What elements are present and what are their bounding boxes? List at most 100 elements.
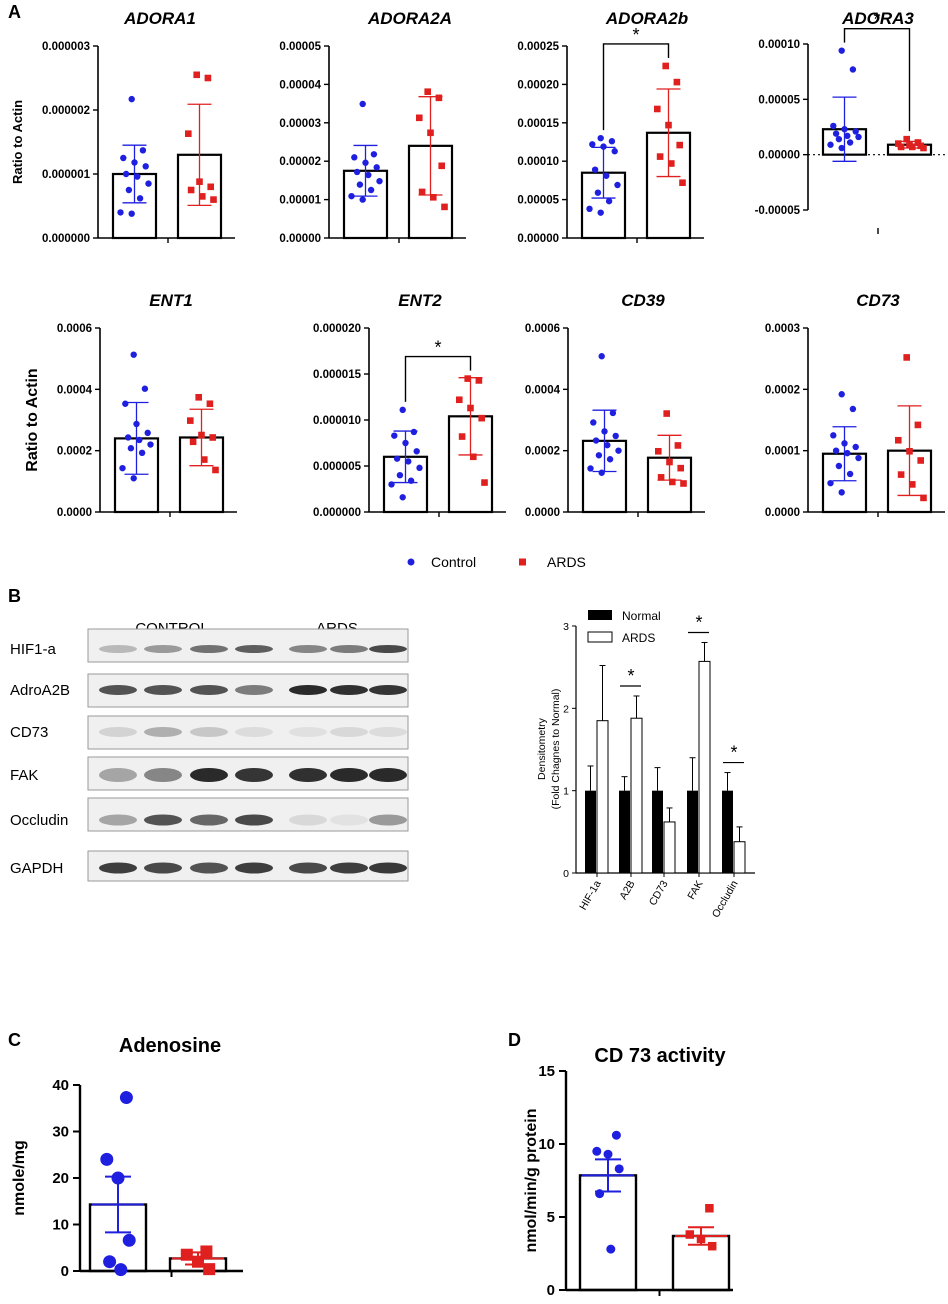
y-tick-label: 0.000000: [313, 507, 361, 519]
data-point-ards: [673, 78, 681, 86]
blot-band: [235, 814, 273, 826]
data-point-control: [614, 181, 621, 189]
data-point-control: [830, 122, 837, 130]
significance-star: *: [695, 612, 702, 632]
data-point-ards: [416, 114, 423, 122]
data-point-ards: [906, 447, 913, 455]
legend-ards-label: ARDS: [547, 554, 586, 570]
data-point-control: [827, 479, 834, 487]
bar-normal: [585, 790, 596, 873]
blot-row-label: Occludin: [10, 812, 68, 829]
blot-band: [289, 862, 327, 874]
y-tick-label: 0: [563, 868, 569, 880]
data-point-control: [846, 470, 854, 478]
data-point-control: [827, 141, 834, 148]
y-tick-label: 3: [563, 621, 569, 633]
blot-row: Occludin: [10, 797, 409, 832]
data-point-ards: [195, 394, 202, 401]
significance-bracket: [602, 43, 670, 131]
data-point-control: [103, 1255, 117, 1269]
y-tick-label: 0.000003: [42, 41, 90, 53]
data-point-ards: [657, 474, 665, 481]
significance-star: *: [873, 10, 880, 30]
data-point-control: [598, 353, 605, 360]
x-tick-label: CD73: [647, 878, 671, 907]
data-point-control: [606, 1244, 616, 1254]
data-point-control: [367, 186, 375, 194]
data-point-control: [852, 443, 859, 451]
data-point-control: [416, 464, 423, 472]
data-point-ards: [209, 434, 216, 441]
y-tick-label: 0.00003: [279, 118, 321, 130]
data-point-control: [128, 210, 135, 217]
chart-adora1: ADORA1 0.000000 0.000001 0.000002 0.000003 Ra…: [10, 9, 235, 245]
blot-row: AdroA2B: [10, 673, 409, 708]
y-tick-label: 0.00004: [279, 79, 321, 91]
y-tick-label: 30: [52, 1124, 69, 1141]
legend-panel-a: Control ARDS: [407, 554, 586, 570]
data-point-control: [849, 66, 857, 73]
data-point-ards: [895, 436, 902, 444]
data-point-control: [365, 171, 372, 179]
legend-control-marker: [407, 558, 415, 566]
y-tick-label: 0.0000: [525, 507, 560, 519]
data-point-control: [592, 437, 600, 444]
x-tick-label: HIF-1a: [577, 878, 604, 912]
data-point-control: [846, 139, 854, 146]
data-point-ards: [203, 1263, 216, 1276]
data-point-ards: [665, 121, 672, 129]
data-point-control: [119, 464, 126, 472]
y-tick-label: 15: [538, 1063, 555, 1080]
data-point-ards: [654, 105, 661, 113]
y-tick-label: 0.00005: [279, 41, 321, 53]
data-point-control: [615, 447, 622, 454]
data-point-ards: [458, 433, 466, 440]
data-point-control: [348, 192, 355, 200]
data-point-control: [359, 100, 366, 108]
data-point-ards: [198, 431, 205, 439]
data-point-control: [130, 475, 137, 482]
data-point-control: [608, 138, 616, 145]
data-point-ards: [470, 453, 477, 461]
data-point-ards: [920, 144, 927, 152]
data-point-ards: [187, 186, 195, 194]
data-point-control: [393, 455, 401, 462]
y-tick-label: 0.00000: [758, 150, 800, 162]
data-point-control: [597, 209, 604, 216]
data-point-ards: [666, 458, 673, 466]
blot-band: [330, 814, 368, 826]
data-point-control: [138, 449, 146, 457]
data-point-ards: [705, 1203, 714, 1213]
data-point-control: [405, 458, 412, 465]
chart-adora2a: ADORA2A 0.00000 0.00001 0.00002 0.00003 0.000…: [279, 9, 466, 245]
chart-adora3: ADORA3 -0.00005 0.00000 0.00005 0.00010 *: [755, 9, 945, 234]
data-point-control: [356, 181, 364, 188]
data-point-ards: [206, 400, 214, 408]
data-point-control: [855, 133, 862, 141]
blot-row: GAPDH: [10, 850, 409, 882]
data-point-control: [370, 151, 378, 158]
data-point-ards: [914, 421, 922, 429]
blot-band: [330, 727, 368, 737]
blot-band: [330, 768, 368, 782]
data-point-control: [855, 454, 862, 462]
data-point-ards: [895, 140, 902, 147]
data-point-ards: [427, 129, 434, 137]
data-point-control: [600, 143, 607, 150]
data-point-ards: [909, 481, 916, 488]
blot-band: [369, 645, 407, 653]
data-point-control: [589, 141, 596, 148]
blot-band: [235, 768, 273, 782]
blot-band: [190, 645, 228, 653]
blot-band: [235, 862, 273, 874]
data-point-ards: [180, 1248, 193, 1261]
data-point-control: [111, 1171, 125, 1185]
significance-star: *: [434, 338, 441, 358]
data-point-control: [114, 1263, 128, 1277]
blot-band: [289, 768, 327, 782]
y-tick-label: 0.000001: [42, 169, 91, 181]
y-axis-label-sub: (Fold Chagnes to Normal): [550, 689, 562, 810]
blot-strip: [87, 797, 409, 832]
blot-band: [99, 727, 137, 737]
